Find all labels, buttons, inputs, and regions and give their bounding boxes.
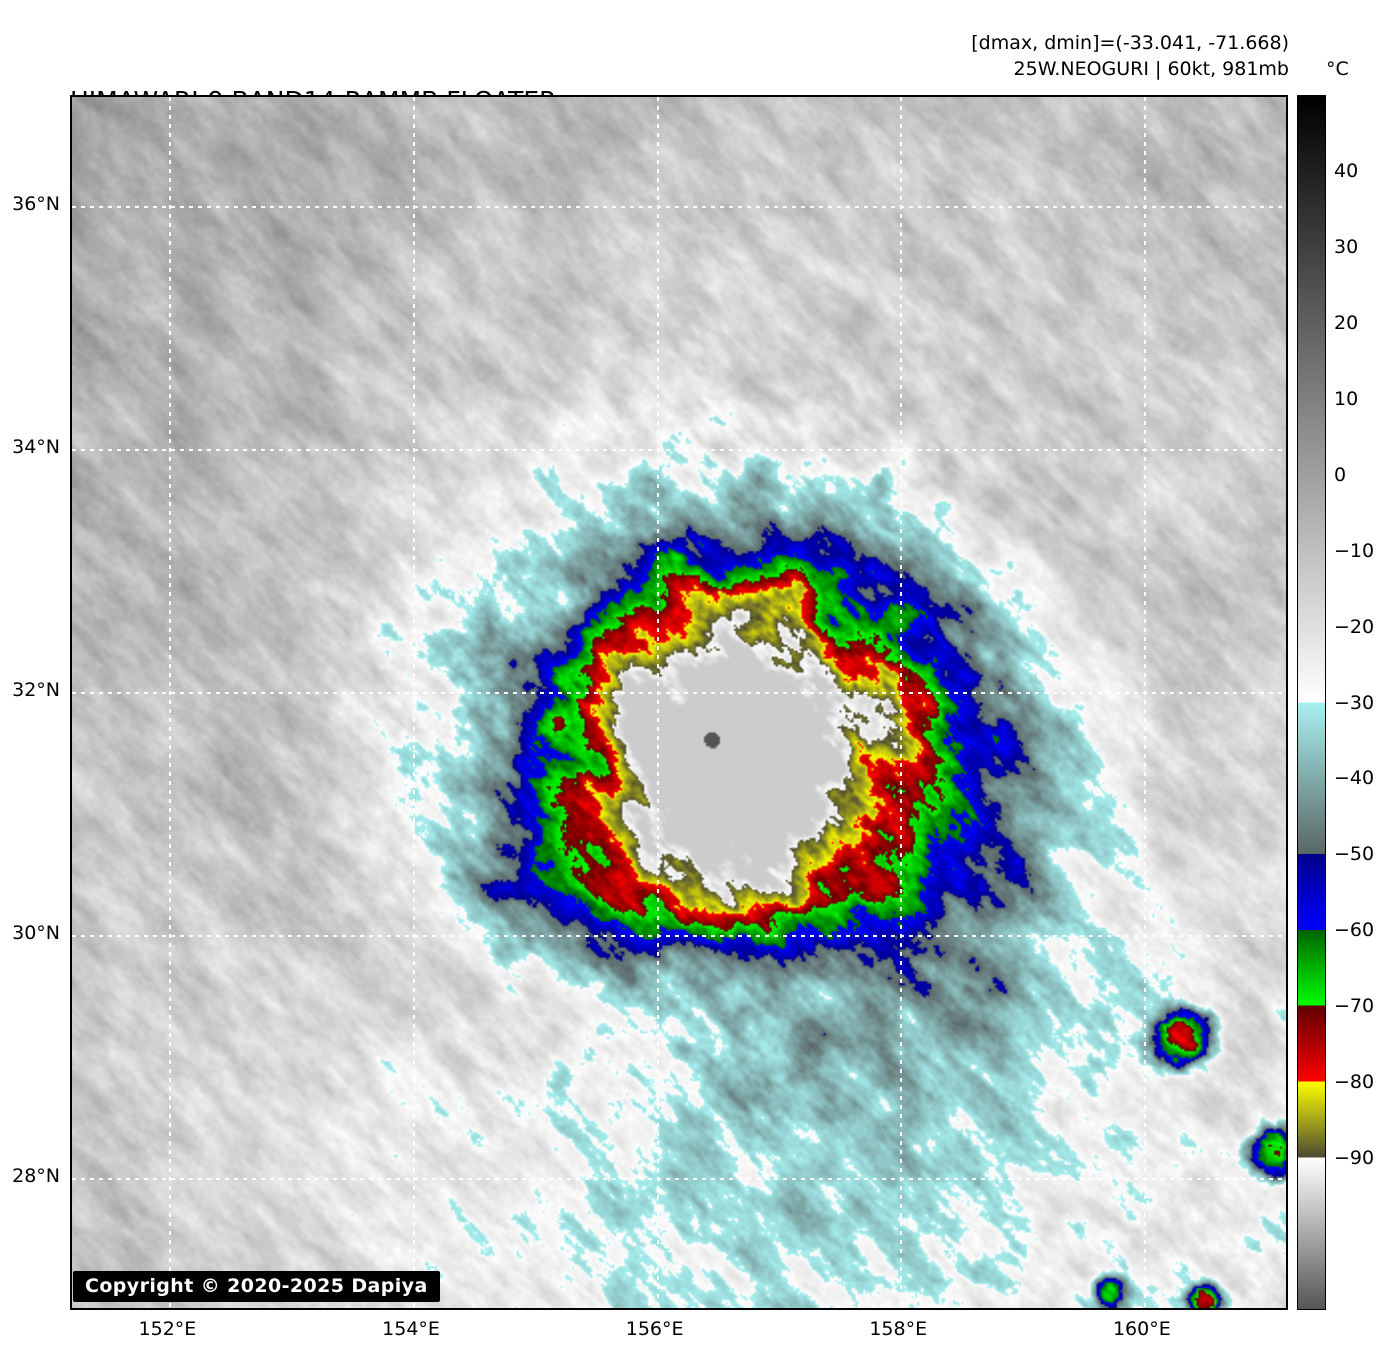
lat-tick-label: 30°N	[12, 922, 60, 945]
lon-tick-label: 154°E	[382, 1318, 440, 1340]
dminmax-label: [dmax, dmin]=(-33.041, -71.668)	[971, 32, 1289, 54]
satellite-image-plot[interactable]: Copyright © 2020-2025 Dapiya	[70, 95, 1288, 1310]
colorbar-unit-label: °C	[1326, 58, 1349, 80]
colorbar-gradient	[1298, 96, 1325, 1309]
colorbar-tick: 0	[1334, 463, 1347, 486]
colorbar-tick: −10	[1334, 539, 1375, 562]
infrared-brightness-temperature-canvas	[72, 97, 1286, 1308]
lat-tick-label: 34°N	[12, 436, 60, 459]
colorbar-tick: 20	[1334, 311, 1359, 334]
lat-tick-label: 36°N	[12, 193, 60, 216]
colorbar-tick: −30	[1334, 691, 1375, 714]
colorbar-tick: 10	[1334, 387, 1359, 410]
colorbar-tick: −60	[1334, 919, 1375, 942]
lon-tick-label: 160°E	[1112, 1318, 1171, 1340]
lon-tick-label: 156°E	[625, 1318, 684, 1340]
colorbar-tick: −70	[1334, 995, 1375, 1018]
satellite-imagery	[72, 97, 1286, 1308]
colorbar-tick: −40	[1334, 767, 1375, 790]
colorbar-tick: 40	[1334, 159, 1359, 182]
colorbar-tick: −90	[1334, 1147, 1375, 1170]
colorbar-tick: −50	[1334, 843, 1375, 866]
storm-info-label: 25W.NEOGURI | 60kt, 981mb	[1013, 58, 1289, 80]
header-annotations: [dmax, dmin]=(-33.041, -71.668) 25W.NEOG…	[971, 30, 1289, 82]
copyright-badge: Copyright © 2020-2025 Dapiya	[73, 1271, 440, 1302]
lon-tick-label: 158°E	[869, 1318, 928, 1340]
lon-tick-label: 152°E	[138, 1318, 197, 1340]
colorbar-tick: −20	[1334, 615, 1375, 638]
colorbar-tick: −80	[1334, 1071, 1375, 1094]
temperature-colorbar[interactable]	[1297, 95, 1326, 1310]
lat-tick-label: 28°N	[12, 1165, 60, 1188]
colorbar-tick: 30	[1334, 235, 1359, 258]
lat-tick-label: 32°N	[12, 679, 60, 702]
